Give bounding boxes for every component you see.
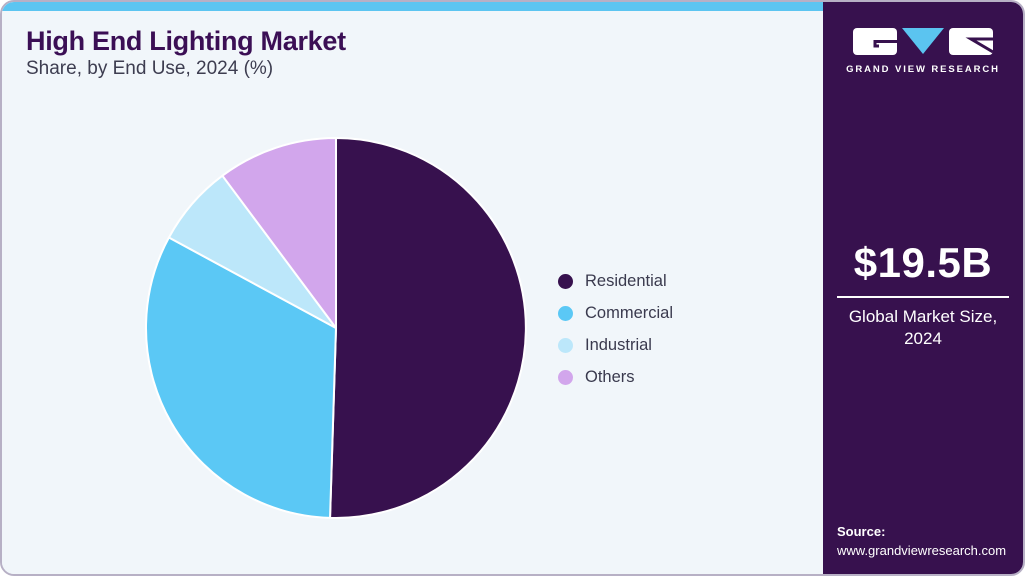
market-size-value: $19.5B (853, 239, 993, 286)
logo-v-triangle (902, 28, 944, 54)
legend-item-commercial[interactable]: Commercial (558, 297, 673, 329)
brand-sidebar: GRAND VIEW RESEARCH $19.5B Global Market… (823, 2, 1023, 574)
legend-dot-commercial (558, 305, 573, 321)
source-label: Source: (837, 524, 886, 540)
legend-item-others[interactable]: Others (558, 361, 673, 393)
market-size-block: $19.5B Global Market Size, 2024 (823, 239, 1023, 351)
source-url[interactable]: www.grandviewresearch.com (837, 543, 1007, 559)
pie-slice-others[interactable] (221, 137, 337, 329)
logo-g-notch (873, 40, 897, 48)
legend-dot-residential (558, 273, 573, 289)
gvr-logo-icon (853, 28, 993, 55)
legend-label-industrial: Industrial (585, 335, 652, 354)
legend-label-residential: Residential (585, 271, 667, 290)
legend-label-others: Others (585, 367, 635, 386)
pie-slice-residential[interactable] (329, 137, 527, 519)
logo-r-leg (965, 37, 993, 54)
legend-dot-industrial (558, 337, 573, 353)
pie-slice-commercial[interactable] (145, 236, 337, 519)
top-accent-bar (2, 2, 823, 11)
page-subtitle: Share, by End Use, 2024 (%) (26, 58, 274, 79)
legend-item-industrial[interactable]: Industrial (558, 329, 673, 361)
chart-panel: High End Lighting Market Share, by End U… (2, 2, 823, 574)
source-block: Source: www.grandviewresearch.com (837, 523, 1006, 561)
brand-name: GRAND VIEW RESEARCH (846, 64, 1000, 75)
pie-chart[interactable] (136, 128, 536, 528)
legend-item-residential[interactable]: Residential (558, 265, 673, 297)
legend-label-commercial: Commercial (585, 303, 674, 322)
legend: Residential Commercial Industrial Others (558, 265, 673, 393)
metric-divider (837, 296, 1009, 298)
brand-logo-block: GRAND VIEW RESEARCH (823, 28, 1023, 75)
market-size-label: Global Market Size, 2024 (848, 307, 998, 349)
page-title: High End Lighting Market (26, 26, 346, 56)
logo-r-block (949, 28, 993, 55)
legend-dot-others (558, 369, 573, 385)
